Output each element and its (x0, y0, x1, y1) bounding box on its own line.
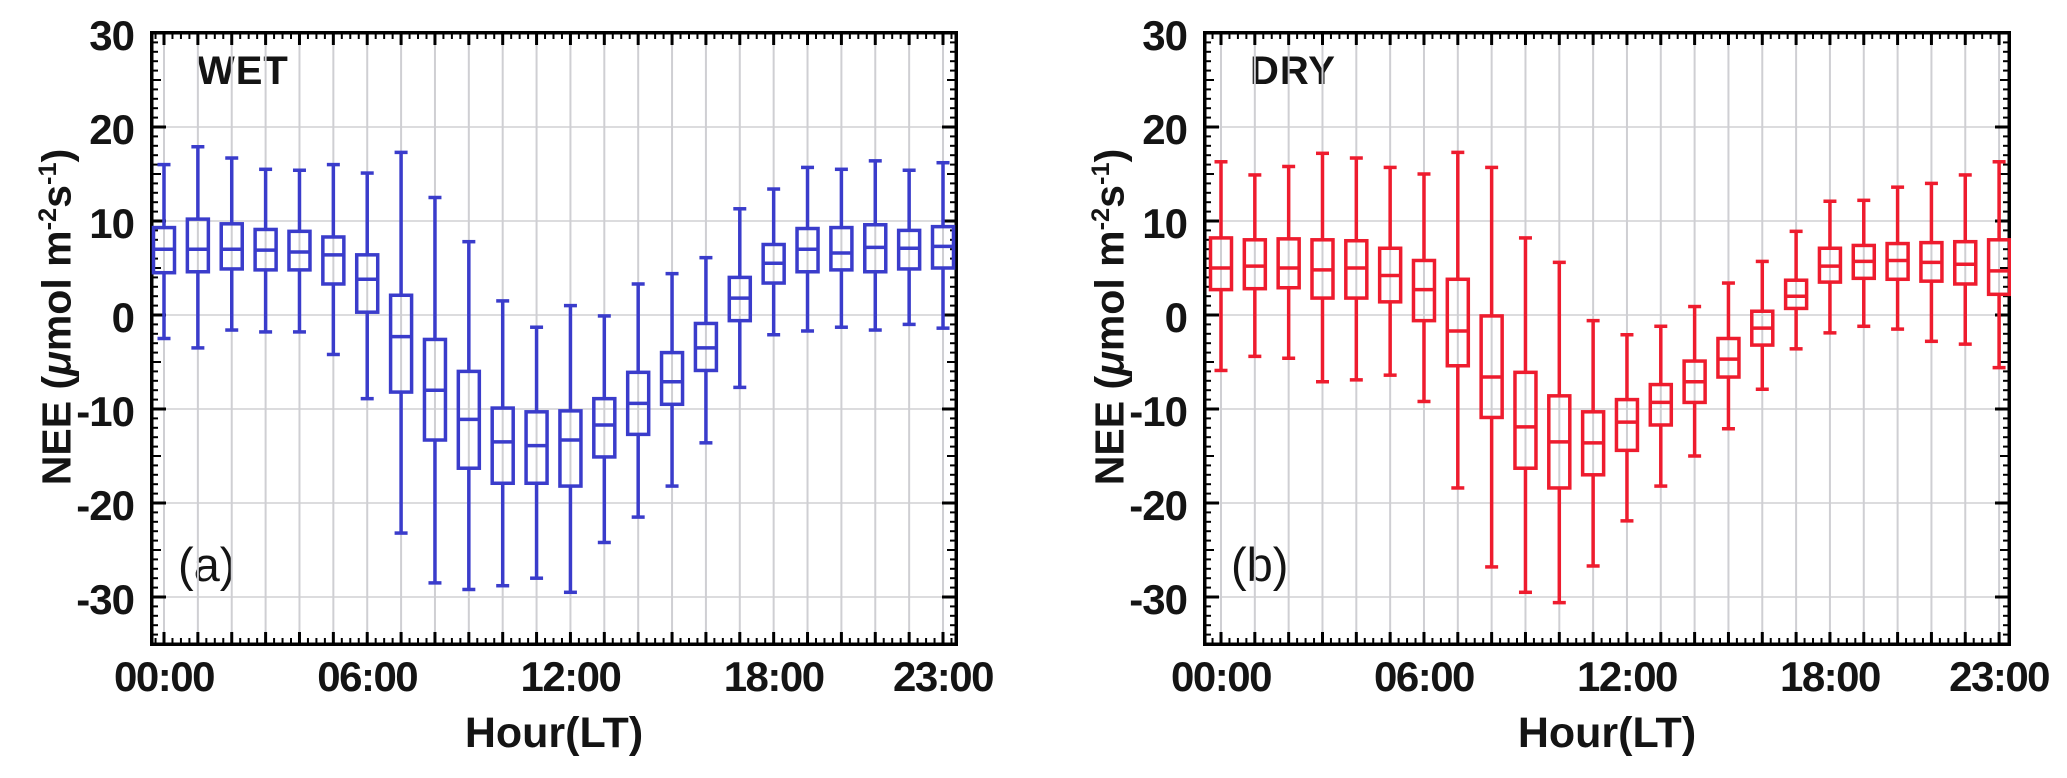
x-tick-label-1800: 18:00 (1779, 653, 1881, 700)
panel-wet-xaxis-title: Hour(LT) (464, 709, 644, 757)
boxplot-hour-2 (1276, 164, 1301, 360)
y-tick-label-20: 20 (1142, 106, 1188, 153)
y-tick-label-20: 20 (89, 106, 135, 153)
panel-wet-subplot-label: (a) (178, 538, 236, 591)
x-tick-label-2300: 23:00 (893, 653, 994, 700)
x-tick-label-1800: 18:00 (723, 653, 825, 700)
plot-area-dry (1203, 31, 2011, 646)
boxplot-hour-19 (795, 165, 820, 333)
y-tick-label--10: -10 (1129, 388, 1188, 435)
boxplot-hour-13 (1648, 324, 1674, 488)
boxplot-hour-3 (1310, 151, 1335, 384)
y-tick-label-30: 30 (1142, 12, 1188, 59)
x-tick-label-0600: 06:00 (1374, 653, 1475, 700)
boxplot-hour-23 (1986, 160, 2011, 370)
x-tick-label-0600: 06:00 (317, 653, 418, 700)
boxplot-hour-20 (829, 167, 854, 329)
boxplot-hour-18 (1817, 199, 1843, 335)
boxplot-hour-9 (1513, 236, 1538, 595)
boxplot-hour-6 (354, 171, 380, 401)
boxplot-hour-0 (1208, 160, 1234, 373)
boxplot-hour-14 (1682, 304, 1707, 458)
y-tick-label-10: 10 (1142, 200, 1188, 247)
y-tick-label--20: -20 (76, 482, 135, 529)
boxplot-hour-16 (693, 255, 719, 445)
boxplot-hour-21 (1919, 181, 1944, 344)
boxplot-hour-22 (896, 168, 922, 327)
superscript-minus-1: -1 (34, 162, 62, 185)
boxplot-hour-5 (1377, 165, 1403, 377)
boxplot-hour-12 (1614, 332, 1640, 523)
plot-frame (1203, 31, 2011, 646)
x-tick-label-1200: 12:00 (520, 653, 621, 700)
boxplot-hour-11 (1580, 318, 1606, 568)
boxplot-hour-4 (1344, 156, 1369, 382)
boxplot-hour-1 (185, 144, 211, 350)
y-tick-label-30: 30 (89, 12, 135, 59)
boxplot-hour-16 (1750, 259, 1775, 392)
y-tick-label-0: 0 (111, 294, 135, 341)
superscript-minus-1: -1 (1087, 162, 1115, 185)
boxplot-hour-14 (625, 282, 651, 519)
boxplot-hour-17 (727, 207, 753, 390)
panel-dry: DRY (b) Hour(LT) NEE (μmol m-2s-1) 00:00… (1087, 12, 2051, 757)
boxplot-hour-11 (524, 325, 549, 580)
boxplot-hour-21 (863, 159, 888, 332)
x-tick-label-2300: 23:00 (1949, 653, 2050, 700)
panel-dry-subplot-label: (b) (1231, 538, 1289, 591)
plot-area-wet (150, 31, 958, 646)
boxplot-hour-23 (930, 160, 956, 330)
boxplot-hour-1 (1242, 173, 1268, 359)
boxplot-hour-15 (659, 271, 685, 488)
boxplot-hour-5 (321, 162, 346, 357)
mu-symbol: μ (1086, 351, 1133, 376)
boxplot-hour-7 (1445, 150, 1471, 490)
mu-symbol: μ (33, 351, 80, 376)
boxplot-hour-18 (761, 187, 786, 337)
boxplot-hour-7 (388, 150, 414, 535)
panel-wet-condition-label: WET (197, 49, 289, 93)
y-tick-label--20: -20 (1129, 482, 1188, 529)
boxplot-hour-0 (151, 162, 177, 341)
boxplot-hour-10 (1547, 260, 1572, 605)
boxplot-hour-6 (1411, 172, 1437, 404)
boxplot-hour-19 (1851, 198, 1877, 329)
y-tick-label-0: 0 (1164, 294, 1188, 341)
boxplot-hour-8 (422, 195, 448, 585)
y-tick-label--30: -30 (1129, 576, 1188, 623)
boxplot-hour-8 (1479, 165, 1504, 569)
y-tick-label--10: -10 (76, 388, 135, 435)
boxplot-hour-10 (490, 299, 515, 588)
boxplot-hour-20 (1885, 185, 1910, 331)
y-tick-label-10: 10 (89, 200, 135, 247)
boxplot-hour-3 (253, 167, 278, 334)
boxplot-hour-22 (1953, 173, 1978, 346)
boxplot-hour-2 (219, 156, 244, 332)
panel-dry-xaxis-title: Hour(LT) (1517, 709, 1697, 757)
boxplot-hour-12 (558, 303, 583, 595)
x-tick-label-1200: 12:00 (1576, 653, 1678, 700)
y-tick-label--30: -30 (76, 576, 135, 623)
panel-dry-condition-label: DRY (1250, 49, 1336, 93)
boxplot-hour-15 (1716, 281, 1741, 431)
boxplot-hour-17 (1783, 229, 1809, 351)
x-tick-label-0000: 00:00 (114, 653, 215, 700)
boxplot-hour-13 (592, 314, 617, 545)
x-tick-label-0000: 00:00 (1171, 653, 1272, 700)
plot-frame (150, 31, 958, 646)
boxplot-hour-4 (287, 168, 312, 334)
panel-wet: WET (a) Hour(LT) NEE (μmol m-2s-1) 00:00… (34, 12, 995, 757)
boxplot-hour-9 (456, 239, 482, 592)
